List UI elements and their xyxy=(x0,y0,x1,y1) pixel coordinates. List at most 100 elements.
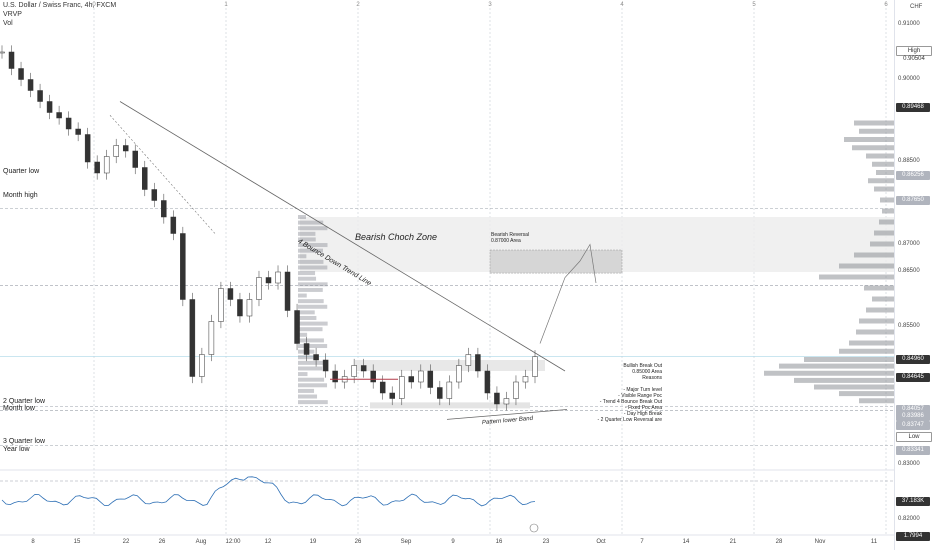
candle-body xyxy=(399,376,405,399)
y-tick-label: 0.86500 xyxy=(898,268,920,274)
price-tag: 0.84645 xyxy=(896,373,930,382)
range-marker-label: 0 xyxy=(92,2,96,8)
price-tag: 0.86256 xyxy=(896,171,930,180)
candle-body xyxy=(513,381,519,399)
candle-body xyxy=(456,365,462,383)
candle-body xyxy=(161,200,167,218)
price-tag: 0.83986 xyxy=(896,412,930,421)
candle-body xyxy=(494,392,500,405)
x-tick-label: 22 xyxy=(122,539,130,545)
volume-profile-bar xyxy=(764,370,894,376)
fixed-profile-bar xyxy=(298,355,317,360)
fixed-profile-bar xyxy=(298,259,324,264)
volume-profile-bar xyxy=(779,363,894,369)
volume-profile-bar xyxy=(854,252,894,258)
fixed-profile-bar xyxy=(298,310,315,315)
candle-body xyxy=(199,354,205,377)
currency-label: CHF xyxy=(910,4,923,10)
volume-profile-bar xyxy=(866,307,894,313)
price-tag: 0.89468 xyxy=(896,103,930,112)
price-chart[interactable] xyxy=(0,0,894,550)
volume-profile-bar xyxy=(819,274,894,280)
y-tick-label: 0.87000 xyxy=(898,240,920,247)
fixed-profile-bar xyxy=(298,287,323,292)
price-tag: High 0.90504 xyxy=(896,46,932,62)
lower-band-line xyxy=(446,409,568,420)
y-tick-label: 0.91000 xyxy=(898,20,920,27)
volume-profile-bar xyxy=(849,340,894,346)
y-tick-label: 0.90000 xyxy=(898,75,920,82)
candle-body xyxy=(218,288,224,322)
candle-body xyxy=(56,112,62,119)
reason-line: - 2 Quarter Low Reversal are xyxy=(597,417,662,423)
fixed-profile-bar xyxy=(298,265,328,270)
candle-body xyxy=(237,299,243,317)
level-month-low: Month low xyxy=(3,405,35,412)
reason-line: - Day High Break xyxy=(623,411,662,417)
candle-body xyxy=(27,79,34,91)
volume-profile-bar xyxy=(844,137,894,142)
reason-line: Reasons xyxy=(642,375,662,381)
fixed-profile-bar xyxy=(298,254,307,259)
volume-profile-bar xyxy=(852,145,894,151)
volume-line xyxy=(1,476,536,507)
fixed-profile-bar xyxy=(298,366,323,371)
fixed-profile-bar xyxy=(298,388,315,393)
reason-line: - Fixed Poc Area xyxy=(625,405,662,411)
x-tick-label: 8 xyxy=(31,539,35,545)
volume-profile-bar xyxy=(804,357,894,362)
fixed-profile-bar xyxy=(298,377,325,382)
x-tick-label: 16 xyxy=(495,539,503,545)
candle-body xyxy=(303,343,310,355)
fixed-profile-bar xyxy=(298,220,324,225)
x-tick-label: 15 xyxy=(73,539,81,545)
reversal-title: Bearish Reversal xyxy=(491,232,530,238)
candle-body xyxy=(84,134,91,163)
replay-icon xyxy=(529,523,539,533)
x-tick-label: Sep xyxy=(400,539,412,545)
price-axis[interactable] xyxy=(894,0,932,550)
candle-body xyxy=(322,359,329,372)
level-2-quarter-low: 2 Quarter low xyxy=(3,398,46,405)
volume-profile-bar xyxy=(839,348,894,354)
reason-line: - Visible Range Poc xyxy=(618,393,662,399)
candle-body xyxy=(465,354,472,366)
candles xyxy=(0,45,538,411)
range-marker-label: 4 xyxy=(620,2,624,8)
fixed-profile-bar xyxy=(298,226,328,231)
indicator-vol[interactable]: Vol xyxy=(3,20,13,27)
volume-profile-bar xyxy=(794,377,894,383)
volume-profile-bar xyxy=(859,318,894,324)
candle-body xyxy=(389,392,395,399)
candle-body xyxy=(446,381,453,399)
fixed-poc-zone xyxy=(355,360,545,371)
candle-body xyxy=(37,90,43,102)
candle-body xyxy=(379,381,386,394)
candle-body xyxy=(151,189,158,201)
volume-profile-bar xyxy=(868,178,894,184)
candle-body xyxy=(408,376,415,383)
trend-line xyxy=(119,101,566,372)
reason-line: - Major Turn level xyxy=(623,387,662,393)
volume-profile-bar xyxy=(876,170,894,175)
fixed-profile-bar xyxy=(298,394,318,399)
price-tag: 0.84960 xyxy=(896,355,930,364)
indicator-vrvp[interactable]: VRVP xyxy=(3,11,22,18)
price-tag: 0.83341 xyxy=(896,446,930,455)
candle-body xyxy=(227,288,234,300)
level-quarter-low: Quarter low xyxy=(3,168,40,175)
fixed-profile-bar xyxy=(298,332,308,337)
volume-profile-bar xyxy=(872,161,894,167)
projection-path xyxy=(539,243,597,344)
candle-body xyxy=(370,370,376,383)
volume-profile-bar xyxy=(879,219,894,225)
quarter-low-zone xyxy=(370,402,530,409)
fixed-profile-bar xyxy=(298,383,328,388)
price-tag: Low xyxy=(896,432,932,442)
candle-body xyxy=(46,101,53,113)
x-tick-label: 26 xyxy=(158,539,166,545)
candle-body xyxy=(189,299,196,377)
candle-body xyxy=(275,271,281,284)
candle-body xyxy=(103,156,110,174)
